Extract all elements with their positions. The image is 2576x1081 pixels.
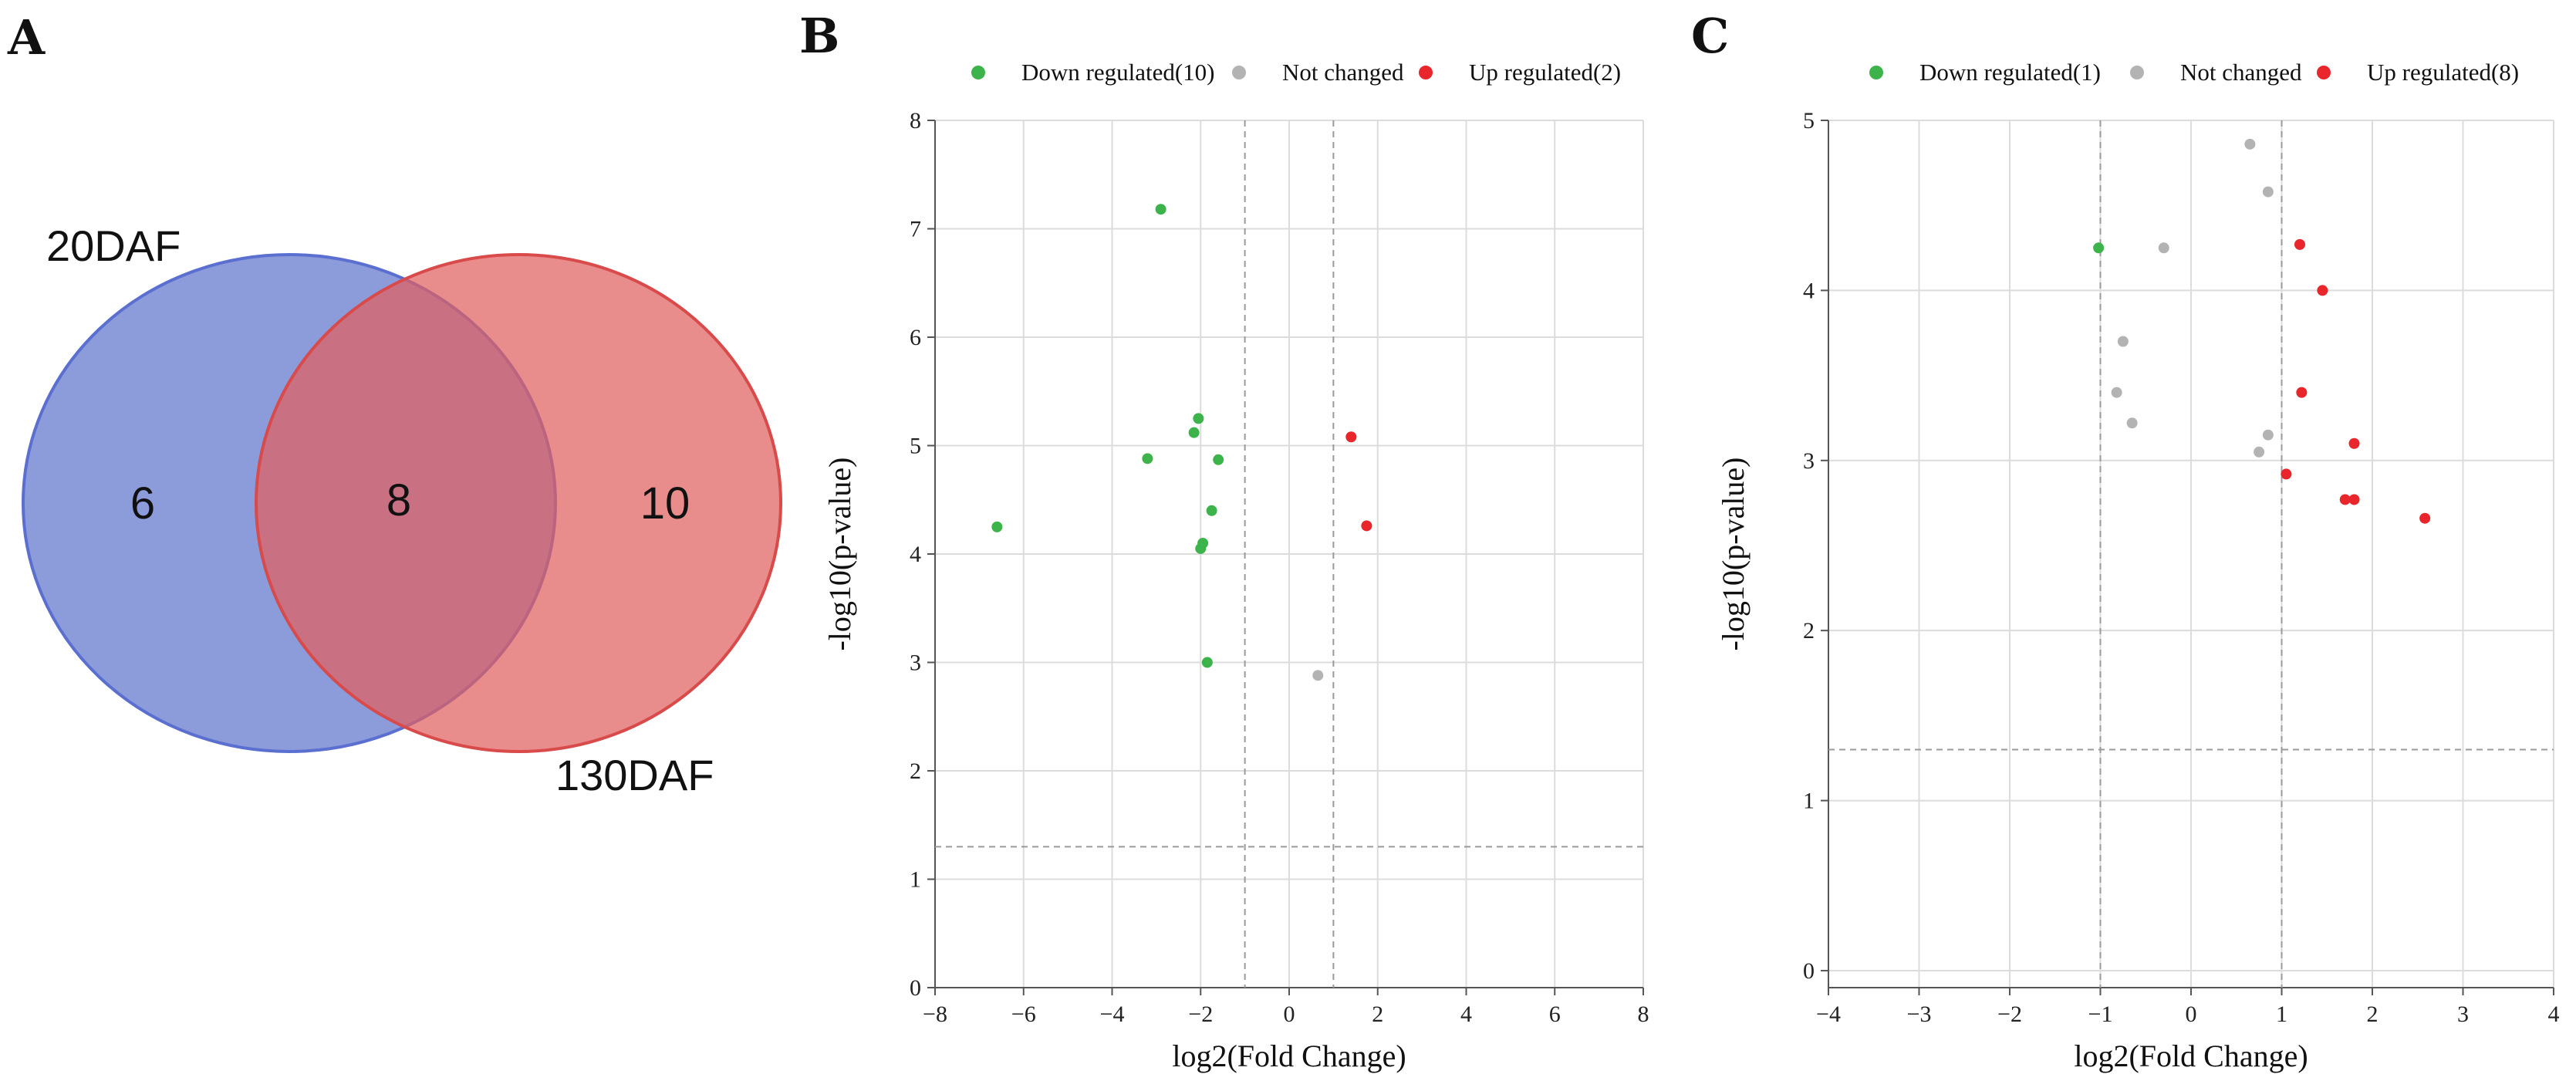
venn-label-20daf: 20DAF (46, 221, 181, 270)
data-point-not-changed (2244, 138, 2256, 150)
y-tick-label: 6 (910, 325, 921, 350)
x-tick-label: −1 (2088, 1002, 2113, 1027)
legend-label-not-changed: Not changed (2180, 59, 2302, 86)
data-point-up (2281, 468, 2292, 480)
x-tick-label: 4 (2548, 1002, 2560, 1027)
data-point-down (1193, 413, 1204, 424)
y-tick-label: 1 (910, 867, 921, 893)
y-tick-label: 2 (1803, 618, 1815, 644)
data-point-up (2339, 494, 2351, 505)
venn-count-overlap: 8 (387, 475, 411, 525)
panel-letter-c: C (1691, 8, 1729, 64)
data-point-down (1213, 454, 1224, 465)
y-tick-label: 4 (1803, 278, 1815, 303)
data-point-down (1142, 453, 1153, 464)
data-point-down (991, 521, 1003, 532)
legend-marker-down (1869, 66, 1883, 79)
venn-count-left-only: 6 (130, 478, 155, 529)
data-point-not-changed (2262, 186, 2274, 198)
x-tick-label: 6 (1549, 1002, 1561, 1027)
y-tick-label: 1 (1803, 789, 1815, 814)
legend-marker-not-changed (1232, 66, 1246, 79)
data-point-up (1345, 431, 1357, 443)
legend-label-not-changed: Not changed (1282, 59, 1404, 86)
legend-marker-down (971, 66, 985, 79)
y-tick-label: 3 (910, 650, 921, 676)
data-point-not-changed (1312, 670, 1324, 681)
y-tick-label: 5 (1803, 108, 1815, 133)
x-axis-title: log2(Fold Change) (2074, 1039, 2308, 1073)
data-point-up (2419, 512, 2431, 524)
data-point-up (2317, 285, 2328, 296)
panel-letter-a: A (7, 9, 46, 66)
data-point-not-changed (2158, 242, 2169, 254)
legend-label-down: Down regulated(10) (1021, 59, 1215, 86)
y-tick-label: 2 (910, 758, 921, 784)
x-tick-label: 0 (2186, 1002, 2197, 1027)
x-tick-label: −3 (1907, 1002, 1932, 1027)
legend-label-up: Up regulated(2) (1469, 59, 1621, 86)
legend-marker-not-changed (2130, 66, 2144, 79)
y-tick-label: 7 (910, 217, 921, 242)
legend-marker-up (2317, 66, 2331, 79)
x-tick-label: 2 (1372, 1002, 1383, 1027)
data-point-not-changed (2117, 336, 2129, 347)
panel-a: A 20DAF 130DAF 6 8 10 (7, 9, 782, 799)
legend-label-up: Up regulated(8) (2367, 59, 2519, 86)
x-axis-title: log2(Fold Change) (1172, 1039, 1406, 1073)
panel-b-volcano-plot: B −8 −6 −4 −2 0 2 4 6 8 0 1 2 3 4 5 6 7 8 log2(Fold Change… (799, 8, 1649, 1073)
panel-letter-b: B (799, 8, 839, 64)
x-tick-label: −2 (1997, 1002, 2022, 1027)
data-point-not-changed (2254, 446, 2265, 458)
x-tick-label: 3 (2457, 1002, 2469, 1027)
venn-circle-130daf (255, 253, 782, 753)
data-point-not-changed (2111, 387, 2122, 398)
y-tick-label: 3 (1803, 448, 1815, 474)
y-tick-label: 4 (910, 542, 921, 567)
data-point-down (1201, 657, 1213, 668)
data-point-down (1197, 537, 1209, 549)
data-point-down (1188, 427, 1200, 438)
data-point-up (2348, 437, 2360, 449)
x-tick-label: −4 (1100, 1002, 1125, 1027)
y-tick-label: 0 (1803, 958, 1815, 984)
data-point-up (2294, 238, 2305, 250)
data-point-down (2093, 242, 2105, 254)
x-tick-label: 8 (1638, 1002, 1649, 1027)
x-tick-label: 2 (2367, 1002, 2378, 1027)
data-point-up (1361, 520, 1372, 532)
y-tick-label: 8 (910, 108, 921, 133)
data-point-up (2296, 387, 2308, 398)
venn-label-130daf: 130DAF (555, 751, 714, 799)
data-point-up (2348, 494, 2360, 505)
panel-c-volcano-plot: C −4 −3 −2 −1 0 1 2 3 4 0 1 2 3 4 5 log2(Fold Change) -l… (1691, 8, 2560, 1073)
data-point-down (1206, 505, 1217, 516)
y-axis-title: -log10(p-value) (1716, 457, 1751, 650)
legend-marker-up (1419, 66, 1433, 79)
x-tick-label: −4 (1816, 1002, 1841, 1027)
data-point-not-changed (2126, 417, 2138, 429)
data-point-down (1155, 204, 1166, 215)
y-axis-title: -log10(p-value) (822, 457, 857, 650)
x-tick-label: 1 (2276, 1002, 2287, 1027)
x-tick-label: −2 (1188, 1002, 1213, 1027)
x-tick-label: −8 (923, 1002, 947, 1027)
x-tick-label: −6 (1011, 1002, 1036, 1027)
y-tick-label: 5 (910, 434, 921, 459)
legend-label-down: Down regulated(1) (1919, 59, 2101, 86)
x-tick-label: 4 (1460, 1002, 1472, 1027)
venn-count-right-only: 10 (640, 478, 690, 529)
x-tick-label: 0 (1284, 1002, 1295, 1027)
data-point-not-changed (2262, 429, 2274, 441)
y-tick-label: 0 (910, 975, 921, 1001)
